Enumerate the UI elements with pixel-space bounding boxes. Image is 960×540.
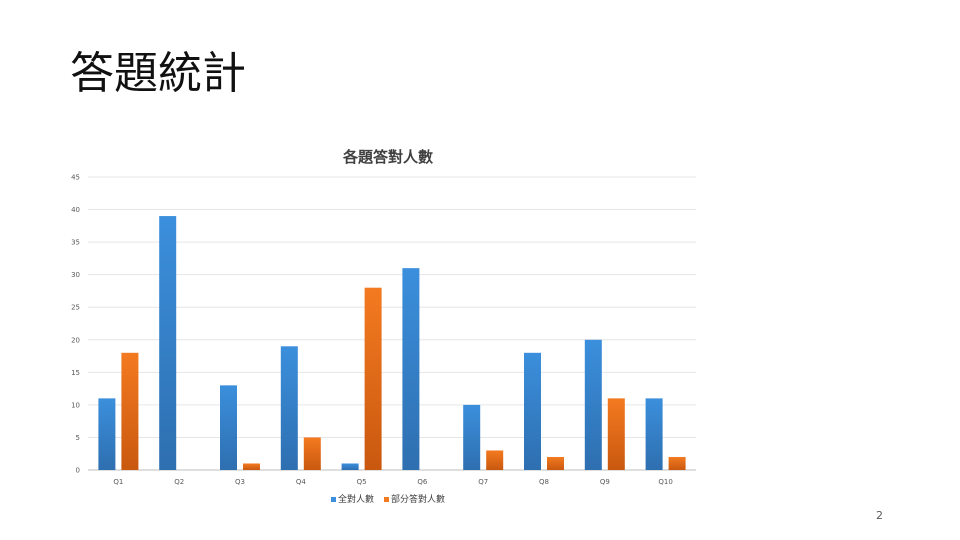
y-tick-label: 5 (76, 434, 80, 442)
x-tick-label: Q8 (539, 478, 549, 486)
bar-q1-series-1 (98, 398, 116, 470)
x-tick-label: Q7 (478, 478, 488, 486)
bar-q6-series-1 (402, 268, 420, 470)
y-tick-label: 25 (71, 304, 80, 312)
y-tick-label: 15 (71, 369, 80, 377)
chart-title: 各題答對人數 (342, 148, 433, 166)
y-tick-label: 10 (71, 401, 80, 409)
x-tick-label: Q10 (658, 478, 672, 486)
bar-q4-series-2 (303, 437, 321, 470)
legend: 全對人數 部分答對人數 (331, 493, 445, 505)
bar-q10-series-1 (645, 398, 663, 470)
bar-q8-series-1 (524, 352, 541, 470)
bar-q9-series-2 (607, 398, 625, 470)
page-number: 2 (876, 509, 883, 522)
y-tick-label: 20 (71, 336, 80, 344)
x-tick-label: Q3 (235, 478, 245, 486)
bar-q9-series-1 (584, 339, 602, 470)
bar-q8-series-2 (547, 456, 564, 470)
x-tick-label: Q2 (174, 478, 184, 486)
bar-q10-series-2 (668, 456, 686, 470)
legend-label-series-2: 部分答對人數 (391, 493, 445, 505)
y-tick-label: 45 (71, 174, 80, 182)
bar-q7-series-2 (486, 450, 504, 470)
y-tick-label: 35 (71, 239, 80, 247)
y-tick-label: 30 (71, 271, 80, 279)
x-axis-ticks: Q1 Q2 Q3 Q4 Q5 Q6 Q7 Q8 Q9 Q10 (113, 478, 672, 486)
x-tick-label: Q4 (296, 478, 307, 486)
x-tick-label: Q9 (600, 478, 610, 486)
legend-swatch-series-2 (384, 497, 389, 502)
bar-q3-series-1 (220, 385, 237, 470)
bar-q3-series-2 (243, 463, 260, 470)
bar-q2-series-1 (159, 216, 177, 470)
x-tick-label: Q5 (357, 478, 367, 486)
y-tick-label: 0 (76, 467, 80, 475)
slide-title: 答題統計 (70, 48, 246, 99)
bar-q4-series-1 (280, 346, 298, 470)
legend-swatch-series-1 (331, 497, 336, 502)
x-tick-label: Q6 (417, 478, 428, 486)
y-axis-ticks: 0 5 10 15 20 25 30 35 40 45 (71, 174, 80, 475)
bar-q5-series-1 (341, 463, 359, 470)
bar-q5-series-2 (364, 287, 382, 470)
legend-label-series-1: 全對人數 (338, 493, 374, 505)
bar-q1-series-2 (121, 352, 139, 470)
x-tick-label: Q1 (113, 478, 123, 486)
y-tick-label: 40 (71, 206, 80, 214)
bars (98, 216, 686, 470)
bar-q7-series-1 (463, 404, 481, 470)
gridlines (88, 176, 696, 471)
